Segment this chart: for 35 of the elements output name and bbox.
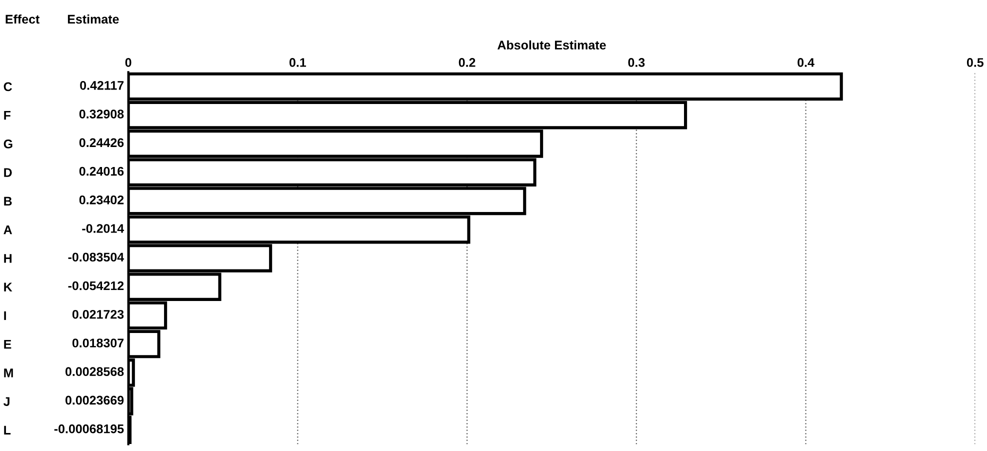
text: -0.054212 <box>68 281 124 290</box>
text: 0.24016 <box>79 166 124 176</box>
y-tick-label: D <box>4 168 12 177</box>
y-axis-title: Effect <box>6 14 40 24</box>
x-tick-label: 0.1 <box>289 58 306 67</box>
text: -0.083504 <box>68 252 124 262</box>
y-tick-label: K <box>4 282 12 292</box>
y-tick-label: G <box>4 140 12 148</box>
y-tick-label: E <box>4 340 12 349</box>
text: 0.32908 <box>79 110 124 118</box>
text: 0.0023669 <box>65 396 124 405</box>
x-tick-label: 0.2 <box>458 58 476 67</box>
y-tick-label: B <box>4 196 12 206</box>
x-tick-label: 0.5 <box>966 58 984 67</box>
y-tick-label: A <box>4 226 12 234</box>
y-tick-label: L <box>4 426 11 434</box>
y-tick-label: F <box>4 111 10 120</box>
text: 0.23402 <box>79 195 124 204</box>
text: 0.24426 <box>79 138 124 148</box>
y-tick-label: C <box>4 82 12 92</box>
text: 0.018307 <box>72 338 124 348</box>
x-axis-title: Absolute Estimate <box>498 40 606 50</box>
y-tick-label: J <box>4 397 10 406</box>
text: 0.021723 <box>72 310 124 319</box>
x-tick-label: 0.4 <box>798 58 814 67</box>
text: 0.42117 <box>80 80 124 90</box>
x-tick-label: 0.3 <box>628 58 645 67</box>
y-tick-label: I <box>4 311 6 320</box>
y-tick-label: M <box>4 368 13 378</box>
text: 0.0028568 <box>65 367 124 376</box>
x-tick-label: 0 <box>125 58 132 67</box>
text: -0.2014 <box>82 224 124 233</box>
text: -0.00068195 <box>54 424 124 434</box>
y-tick-label: H <box>4 254 12 263</box>
text: Estimate <box>68 14 119 24</box>
